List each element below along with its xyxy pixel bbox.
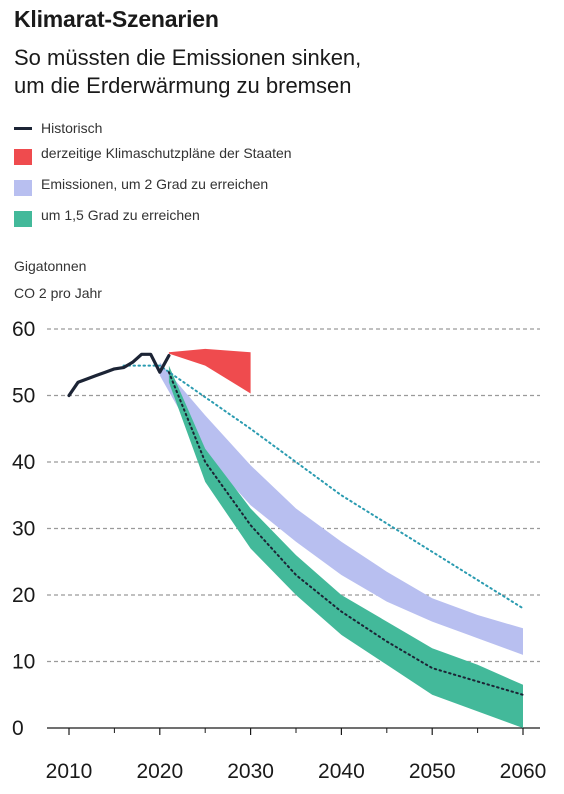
y-tick-label-0: 0 xyxy=(12,717,24,740)
y-tick-label-40: 40 xyxy=(12,451,35,474)
y-tick-label-10: 10 xyxy=(12,651,35,674)
y-tick-label-20: 20 xyxy=(12,584,35,607)
band-plans xyxy=(168,348,251,394)
legend-label-historisch: Historisch xyxy=(41,120,103,136)
y-tick-label-30: 30 xyxy=(12,518,35,541)
x-tick-label-2040: 2040 xyxy=(318,760,365,783)
legend-swatch-two-degree xyxy=(14,180,32,196)
x-tick-label-2060: 2060 xyxy=(500,760,547,783)
y-tick-label-50: 50 xyxy=(12,385,35,408)
x-tick-label-2050: 2050 xyxy=(409,760,456,783)
legend-swatch-plans xyxy=(14,149,32,165)
line-historisch xyxy=(67,352,171,398)
line-two-degree-median xyxy=(122,364,524,610)
unit-label-line-1: Gigatonnen xyxy=(14,258,87,274)
legend-swatch-one-five-degree xyxy=(14,211,32,227)
y-tick-label-60: 60 xyxy=(12,318,35,341)
line-one-five-median xyxy=(167,371,524,696)
subtitle-line-1: So müssten die Emissionen sinken, xyxy=(14,45,362,70)
chart-subtitle: So müssten die Emissionen sinken, um die… xyxy=(14,44,534,100)
x-tick-label-2030: 2030 xyxy=(227,760,274,783)
x-tick-label-2020: 2020 xyxy=(136,760,183,783)
chart-title: Klimarat-Szenarien xyxy=(14,6,219,32)
band-one-five-degree xyxy=(168,365,523,728)
legend-label-plans: derzeitige Klimaschutzpläne der Staaten xyxy=(41,145,292,161)
x-tick-label-2010: 2010 xyxy=(46,760,93,783)
unit-label-line-2: CO 2 pro Jahr xyxy=(14,285,102,301)
band-two-degree xyxy=(159,362,524,655)
legend-swatch-historisch xyxy=(14,127,32,130)
legend-label-one-five-degree: um 1,5 Grad zu erreichen xyxy=(41,207,200,223)
legend-label-two-degree: Emissionen, um 2 Grad zu erreichen xyxy=(41,176,269,192)
subtitle-line-2: um die Erderwärmung zu bremsen xyxy=(14,73,352,98)
